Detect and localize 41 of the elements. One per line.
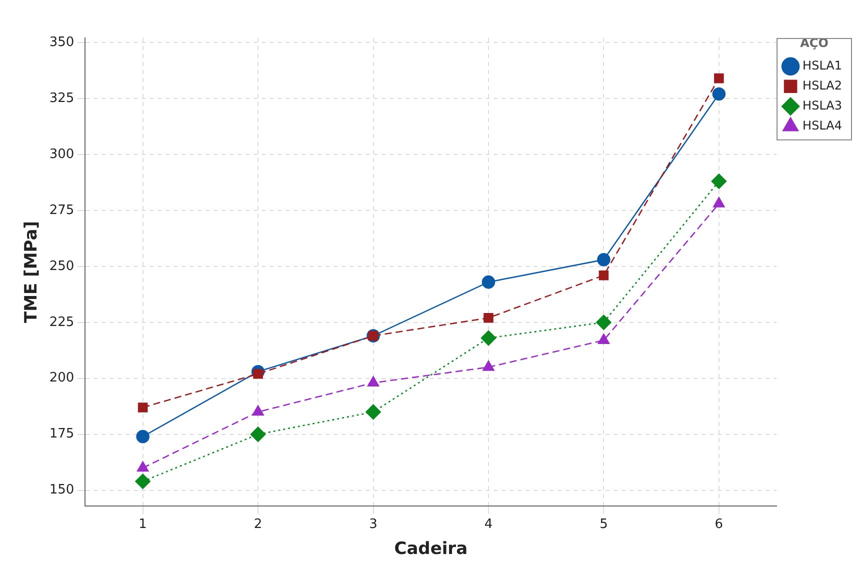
y-tick-label: 325 (49, 90, 74, 106)
legend-label: HSLA1 (802, 58, 842, 73)
point (367, 376, 380, 386)
legend-label: HSLA4 (802, 118, 842, 133)
x-tick-label: 5 (600, 517, 608, 532)
y-tick-label: 150 (49, 482, 74, 498)
y-tick-label: 300 (49, 146, 74, 162)
x-tick-label: 4 (484, 517, 493, 532)
point (712, 87, 726, 101)
point (135, 474, 150, 490)
x-tick-label: 3 (369, 517, 378, 532)
point (596, 314, 612, 330)
x-tick-label: 6 (714, 517, 724, 532)
point (482, 275, 496, 289)
y-tick-label: 350 (49, 34, 74, 50)
point (711, 174, 727, 189)
point (138, 402, 148, 412)
point (597, 253, 610, 266)
point (598, 334, 610, 344)
point (484, 313, 494, 323)
x-tick-label: 2 (254, 517, 262, 532)
y-tick-label: 250 (49, 258, 74, 274)
point (252, 405, 264, 416)
legend-label: HSLA2 (802, 78, 842, 93)
point (713, 197, 725, 208)
y-tick-label: 225 (49, 314, 74, 330)
point (136, 430, 150, 444)
legend-label: HSLA3 (802, 98, 842, 113)
x-tick-label: 1 (138, 517, 147, 532)
point (250, 426, 266, 442)
y-axis-title: TME [MPa] (22, 221, 42, 323)
point (480, 330, 496, 346)
y-tick-label: 175 (49, 426, 74, 442)
point (714, 73, 724, 84)
y-tick-label: 200 (49, 370, 74, 386)
point (482, 360, 494, 371)
point (598, 270, 609, 280)
point (136, 461, 149, 472)
y-tick-label: 275 (49, 202, 74, 218)
point (366, 404, 381, 420)
x-axis-title: Cadeira (394, 539, 468, 560)
